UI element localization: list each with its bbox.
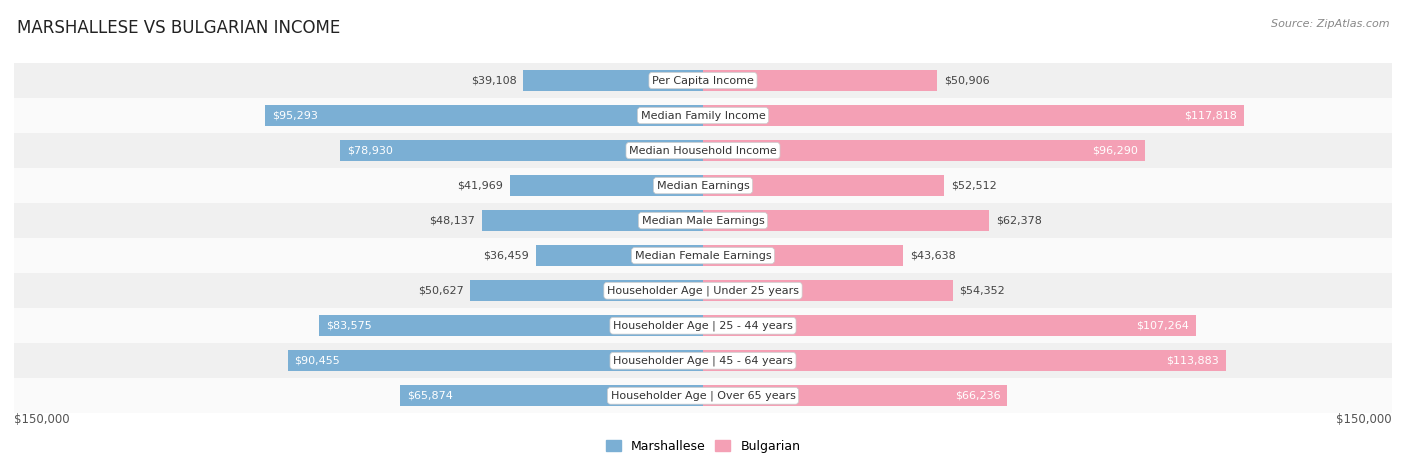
Text: Source: ZipAtlas.com: Source: ZipAtlas.com	[1271, 19, 1389, 28]
Bar	[703, 350, 1226, 371]
Text: $43,638: $43,638	[910, 251, 956, 261]
Bar	[340, 140, 703, 161]
Text: $78,930: $78,930	[347, 146, 394, 156]
Text: $65,874: $65,874	[408, 391, 453, 401]
Bar	[14, 133, 1392, 168]
Bar	[703, 245, 904, 266]
Bar	[703, 385, 1007, 406]
Bar	[14, 203, 1392, 238]
Text: $36,459: $36,459	[482, 251, 529, 261]
Legend: Marshallese, Bulgarian: Marshallese, Bulgarian	[600, 435, 806, 458]
Bar	[401, 385, 703, 406]
Bar	[471, 280, 703, 301]
Bar	[266, 105, 703, 126]
Text: Per Capita Income: Per Capita Income	[652, 76, 754, 85]
Text: Median Household Income: Median Household Income	[628, 146, 778, 156]
Bar	[288, 350, 703, 371]
Text: $96,290: $96,290	[1092, 146, 1139, 156]
Bar	[703, 210, 990, 231]
Text: $62,378: $62,378	[997, 216, 1042, 226]
Bar	[319, 315, 703, 336]
Bar	[536, 245, 703, 266]
Text: $41,969: $41,969	[457, 181, 503, 191]
Bar	[14, 308, 1392, 343]
Bar	[703, 70, 936, 91]
Bar	[14, 98, 1392, 133]
Text: Median Family Income: Median Family Income	[641, 111, 765, 120]
Bar	[14, 343, 1392, 378]
Text: $90,455: $90,455	[294, 356, 340, 366]
Text: $54,352: $54,352	[959, 286, 1005, 296]
Text: Householder Age | Over 65 years: Householder Age | Over 65 years	[610, 390, 796, 401]
Text: Median Female Earnings: Median Female Earnings	[634, 251, 772, 261]
Text: $117,818: $117,818	[1184, 111, 1237, 120]
Bar	[14, 378, 1392, 413]
Text: Median Earnings: Median Earnings	[657, 181, 749, 191]
Text: $95,293: $95,293	[273, 111, 318, 120]
Text: $48,137: $48,137	[429, 216, 475, 226]
Text: $52,512: $52,512	[950, 181, 997, 191]
Bar	[703, 175, 945, 196]
Text: Householder Age | 45 - 64 years: Householder Age | 45 - 64 years	[613, 355, 793, 366]
Text: $83,575: $83,575	[326, 321, 371, 331]
Text: $113,883: $113,883	[1167, 356, 1219, 366]
Text: $150,000: $150,000	[1336, 413, 1392, 426]
Text: Householder Age | 25 - 44 years: Householder Age | 25 - 44 years	[613, 320, 793, 331]
Text: $150,000: $150,000	[14, 413, 70, 426]
Text: $66,236: $66,236	[955, 391, 1000, 401]
Text: $50,906: $50,906	[943, 76, 990, 85]
Text: Householder Age | Under 25 years: Householder Age | Under 25 years	[607, 285, 799, 296]
Bar	[703, 280, 953, 301]
Bar	[523, 70, 703, 91]
Bar	[703, 140, 1146, 161]
Bar	[703, 105, 1244, 126]
Text: Median Male Earnings: Median Male Earnings	[641, 216, 765, 226]
Text: $50,627: $50,627	[418, 286, 464, 296]
Bar	[14, 168, 1392, 203]
Text: $39,108: $39,108	[471, 76, 516, 85]
Bar	[14, 63, 1392, 98]
Text: $107,264: $107,264	[1136, 321, 1188, 331]
Bar	[14, 273, 1392, 308]
Bar	[482, 210, 703, 231]
Bar	[14, 238, 1392, 273]
Bar	[510, 175, 703, 196]
Text: MARSHALLESE VS BULGARIAN INCOME: MARSHALLESE VS BULGARIAN INCOME	[17, 19, 340, 37]
Bar	[703, 315, 1195, 336]
